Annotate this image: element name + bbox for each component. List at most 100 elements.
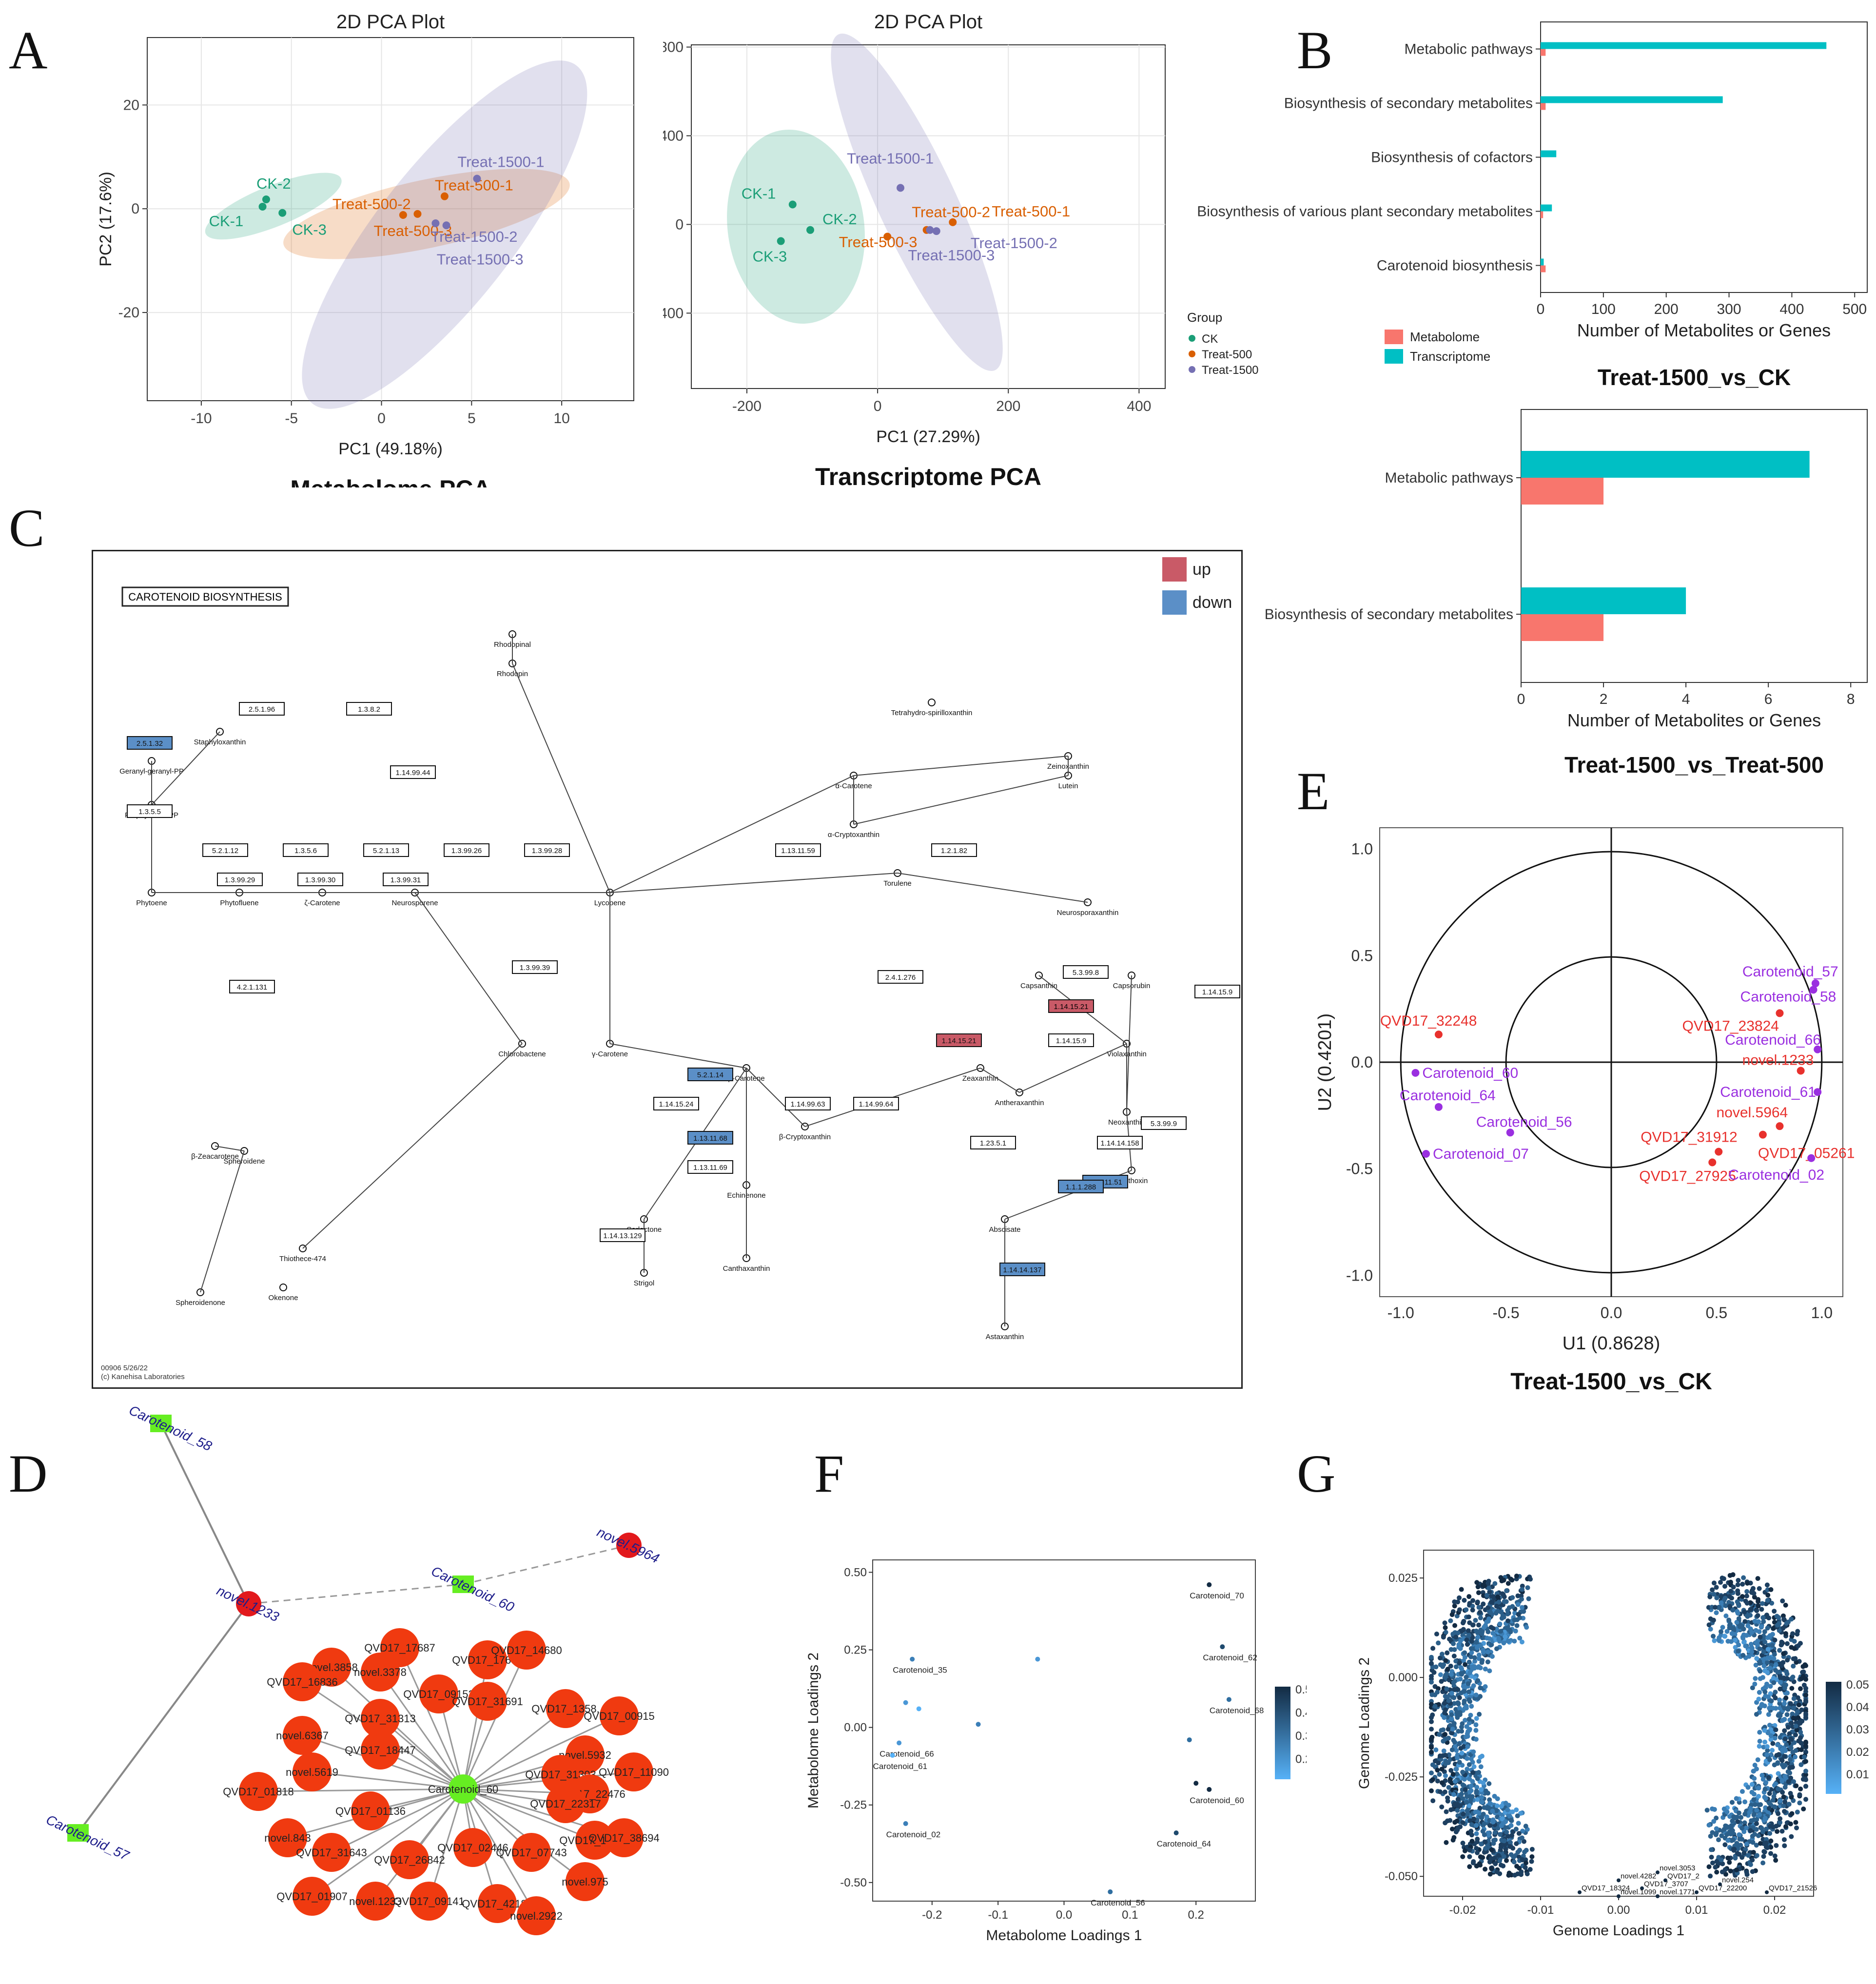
- genome-point: [1468, 1828, 1474, 1834]
- genome-point: [1505, 1638, 1511, 1644]
- network-edge: [463, 1788, 595, 1841]
- genome-point: [1763, 1844, 1769, 1849]
- genome-point: [1520, 1587, 1525, 1592]
- genome-point: [1765, 1748, 1770, 1753]
- genome-point: [1520, 1605, 1525, 1610]
- genome-point: [1791, 1715, 1796, 1721]
- kegg-footer: (c) Kanehisa Laboratories: [101, 1373, 185, 1381]
- genome-point: [1469, 1664, 1475, 1670]
- genome-point: [1766, 1775, 1771, 1780]
- reaction-arrow: [302, 1043, 523, 1249]
- network-node-qvd17-31691: [468, 1682, 507, 1721]
- enzyme-label: 1.14.15.21: [942, 1037, 977, 1045]
- genome-point: [1471, 1764, 1477, 1770]
- genome-point: [1507, 1627, 1512, 1633]
- genome-point: [1439, 1767, 1445, 1772]
- genome-point: [1503, 1626, 1508, 1631]
- genome-point: [1494, 1646, 1499, 1652]
- tick-label-y: 400: [663, 128, 684, 144]
- loading-point-label: Carotenoid_62: [1203, 1653, 1257, 1662]
- genome-point: [1446, 1785, 1451, 1790]
- genome-point: [1798, 1676, 1804, 1681]
- genome-point: [1449, 1672, 1454, 1677]
- genome-point: [1714, 1610, 1719, 1615]
- enzyme-label: 1.3.99.28: [532, 847, 563, 855]
- genome-point: [1447, 1723, 1453, 1728]
- genome-point-qvd17-18324: [1578, 1890, 1582, 1894]
- genome-point: [1798, 1730, 1803, 1735]
- chart-caption: Transcriptome PCA: [815, 463, 1041, 487]
- e-point-novel-5964: [1776, 1122, 1784, 1130]
- genome-point: [1728, 1589, 1734, 1594]
- network-node-qvd17-11090: [614, 1752, 653, 1791]
- genome-point: [1521, 1609, 1526, 1614]
- genome-point: [1448, 1663, 1453, 1669]
- panel-label-c: C: [9, 498, 45, 558]
- enzyme-label: 1.13.11.59: [781, 847, 815, 855]
- confidence-ellipse: [302, 60, 587, 409]
- genome-point: [1773, 1662, 1778, 1668]
- genome-point: [1468, 1654, 1474, 1659]
- enzyme-label: 1.14.99.64: [859, 1100, 894, 1109]
- genome-point: [1766, 1712, 1771, 1717]
- genome-point: [1464, 1607, 1469, 1613]
- genome-point: [1768, 1838, 1774, 1844]
- enzyme-label: 1.14.99.44: [396, 769, 430, 777]
- tick-label-y: -0.5: [1346, 1160, 1373, 1178]
- compound-label: Rhodopin: [497, 670, 528, 678]
- genome-point: [1457, 1595, 1462, 1600]
- legend-label: Transcriptome: [1410, 349, 1490, 364]
- genome-point: [1722, 1842, 1728, 1848]
- genome-point: [1719, 1857, 1724, 1863]
- genome-point: [1727, 1573, 1733, 1578]
- genome-point: [1429, 1679, 1434, 1685]
- tick-label-y: 0: [675, 216, 684, 233]
- genome-point: [1512, 1872, 1518, 1878]
- bar-metabolome-carotenoid-biosynthesis: [1541, 265, 1546, 272]
- enzyme-box: [217, 873, 263, 886]
- genome-point: [1748, 1828, 1753, 1833]
- enzyme-label: 5.2.1.14: [697, 1071, 723, 1079]
- compound-label: Chlorobactene: [498, 1050, 546, 1058]
- genome-point: [1464, 1800, 1469, 1805]
- enzyme-box: [229, 980, 275, 993]
- genome-point: [1706, 1864, 1712, 1869]
- genome-point: [1469, 1650, 1474, 1655]
- genome-point: [1435, 1690, 1440, 1695]
- genome-point: [1765, 1598, 1770, 1603]
- genome-point: [1722, 1634, 1728, 1639]
- genome-point: [1513, 1628, 1518, 1634]
- genome-point: [1754, 1843, 1759, 1848]
- network-node-novel-1233: [236, 1591, 261, 1616]
- legend-swatch-metabolome: [1385, 330, 1403, 344]
- network-hub-label: Carotenoid_60: [428, 1783, 498, 1795]
- tick-label-x: 500: [1842, 301, 1867, 317]
- genome-point: [1736, 1577, 1741, 1583]
- reaction-arrow: [853, 756, 1069, 776]
- genome-point: [1466, 1633, 1472, 1638]
- enzyme-box: [202, 843, 248, 857]
- genome-point: [1710, 1830, 1715, 1835]
- e-point-label: Carotenoid_66: [1725, 1032, 1821, 1048]
- genome-point: [1480, 1629, 1485, 1634]
- genome-point: [1779, 1663, 1784, 1668]
- genome-point: [1740, 1635, 1746, 1641]
- legend-swatch-transcriptome: [1385, 349, 1403, 364]
- genome-point: [1760, 1860, 1766, 1866]
- genome-point: [1450, 1771, 1456, 1777]
- genome-point: [1708, 1616, 1713, 1621]
- genome-point: [1514, 1807, 1519, 1812]
- genome-point: [1430, 1777, 1435, 1782]
- category-label: Biosynthesis of secondary metabolites: [1265, 606, 1513, 622]
- enzyme-box: [512, 960, 558, 974]
- genome-point: [1458, 1824, 1463, 1829]
- bar-transcriptome-biosynthesis-of-secondary-metabolites: [1541, 96, 1723, 103]
- genome-point: [1798, 1740, 1804, 1746]
- genome-point: [1782, 1799, 1788, 1805]
- e-point-label: QVD17_05261: [1758, 1146, 1855, 1162]
- genome-point: [1441, 1738, 1446, 1744]
- genome-point: [1779, 1747, 1785, 1752]
- genome-point: [1785, 1725, 1791, 1730]
- compound-label: Spheroidene: [223, 1157, 265, 1166]
- genome-point: [1528, 1576, 1533, 1582]
